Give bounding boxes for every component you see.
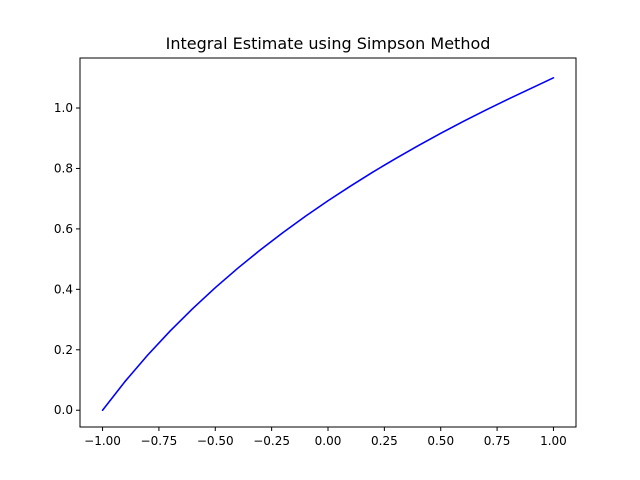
x-tick-label: 0.00: [315, 434, 342, 448]
x-tick-label: −1.00: [84, 434, 121, 448]
series-line-0: [101, 76, 555, 412]
axes-frame: [79, 57, 577, 428]
plot-series: [101, 76, 555, 412]
y-tick-label: 0.0: [54, 403, 73, 417]
y-tick-label: 0.4: [54, 282, 73, 296]
x-axis: −1.00 −0.75 −0.50 −0.25 0.00 0.25 0.50 0.75 1.00: [84, 427, 567, 448]
x-tick-label: −0.50: [197, 434, 234, 448]
x-tick-label: 0.75: [484, 434, 511, 448]
x-tick-label: 0.50: [427, 434, 454, 448]
y-tick-label: 1.0: [54, 101, 73, 115]
y-axis: 0.0 0.2 0.4 0.6 0.8 1.0: [54, 101, 80, 417]
x-tick-label: 0.25: [371, 434, 398, 448]
x-tick-label: −0.75: [141, 434, 178, 448]
y-tick-label: 0.2: [54, 343, 73, 357]
y-tick-label: 0.6: [54, 222, 73, 236]
x-tick-label: 1.00: [540, 434, 567, 448]
y-tick-label: 0.8: [54, 161, 73, 175]
chart-title: Integral Estimate using Simpson Method: [166, 34, 491, 53]
x-tick-label: −0.25: [253, 434, 290, 448]
